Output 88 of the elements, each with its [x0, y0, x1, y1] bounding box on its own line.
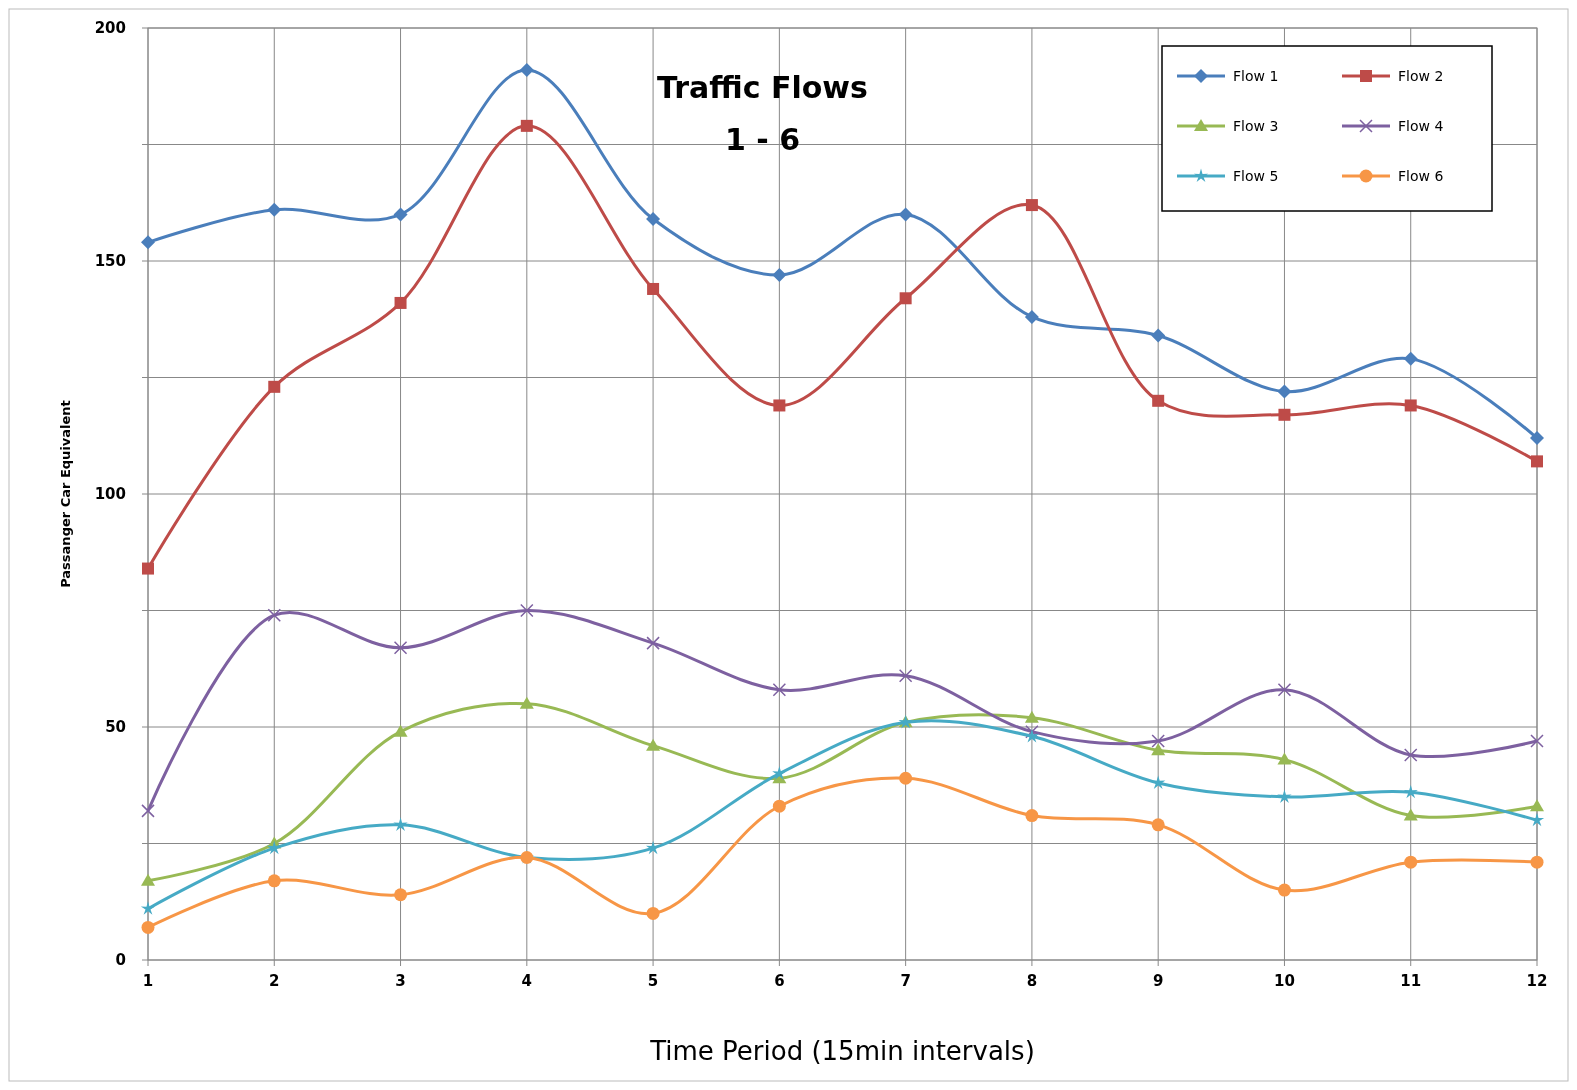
point	[647, 282, 660, 295]
point	[898, 668, 913, 683]
x-tick-label: 7	[900, 972, 911, 990]
y-axis-title: Passanger Car Equivalent	[58, 400, 73, 588]
y-tick-label: 50	[105, 718, 126, 736]
point	[1025, 199, 1038, 212]
legend-label: Flow 6	[1398, 168, 1444, 184]
point	[1277, 384, 1292, 399]
point	[1531, 455, 1543, 468]
point	[773, 399, 786, 412]
x-tick-label: 5	[647, 972, 659, 990]
point	[141, 873, 155, 886]
point	[520, 603, 534, 618]
point	[393, 207, 408, 222]
x-tick-label: 6	[774, 972, 785, 990]
point	[142, 562, 154, 575]
point	[1024, 710, 1039, 723]
point	[393, 724, 408, 737]
legend-label: Flow 3	[1233, 118, 1279, 134]
point	[646, 906, 660, 920]
point	[1277, 789, 1292, 803]
point	[1025, 724, 1039, 739]
legend-label: Flow 4	[1398, 118, 1444, 134]
point	[1404, 399, 1417, 412]
point	[519, 696, 534, 709]
point	[646, 738, 661, 751]
point	[519, 62, 534, 77]
point	[141, 235, 155, 250]
point	[898, 207, 913, 222]
legend-label: Flow 1	[1233, 68, 1279, 84]
point	[1403, 351, 1418, 366]
y-tick-label: 100	[94, 485, 126, 503]
point	[141, 804, 155, 818]
point	[1530, 855, 1544, 869]
x-tick-label: 11	[1400, 972, 1422, 990]
point	[1277, 752, 1292, 765]
legend-label: Flow 2	[1398, 68, 1444, 84]
point	[899, 771, 913, 785]
point	[394, 888, 408, 902]
point	[899, 292, 912, 305]
x-axis-title: Time Period (15min intervals)	[649, 1036, 1035, 1066]
x-tick-label: 10	[1274, 972, 1295, 990]
point	[1151, 743, 1166, 756]
x-tick-label: 4	[521, 972, 533, 990]
x-tick-label: 8	[1026, 972, 1038, 990]
x-tick-label: 1	[142, 972, 154, 990]
point	[1024, 309, 1039, 324]
point	[267, 874, 281, 888]
point	[1151, 328, 1166, 343]
legend-label: Flow 5	[1233, 168, 1279, 184]
point	[1530, 799, 1544, 812]
point	[1278, 408, 1291, 421]
x-tick-label: 3	[395, 972, 406, 990]
y-tick-label: 0	[115, 951, 126, 969]
point	[1403, 808, 1418, 821]
point	[520, 119, 533, 132]
point	[1403, 748, 1418, 762]
point	[772, 682, 787, 697]
point	[1151, 818, 1165, 832]
point	[1404, 855, 1418, 869]
x-tick-label: 9	[1152, 972, 1164, 990]
y-tick-label: 150	[94, 252, 126, 270]
point	[140, 901, 156, 915]
point	[646, 212, 661, 227]
point	[1530, 734, 1544, 748]
text: Traffic Flows 1 - 6	[657, 70, 868, 157]
point	[141, 920, 155, 934]
point	[267, 608, 282, 622]
x-tick-label: 12	[1526, 972, 1548, 990]
point	[772, 267, 787, 282]
point	[268, 380, 281, 393]
y-tick-label: 200	[94, 19, 126, 37]
point	[1530, 431, 1544, 446]
point	[1151, 734, 1165, 748]
point	[394, 296, 407, 309]
point	[393, 641, 408, 655]
point	[1277, 682, 1292, 697]
point	[393, 817, 408, 831]
point	[646, 636, 660, 650]
point	[267, 202, 282, 217]
point	[1403, 784, 1418, 799]
point	[772, 766, 787, 780]
point	[1277, 883, 1291, 897]
point	[1151, 775, 1166, 789]
point	[772, 799, 786, 813]
point	[1025, 809, 1039, 823]
x-tick-label: 2	[269, 972, 280, 990]
point	[1152, 394, 1165, 407]
